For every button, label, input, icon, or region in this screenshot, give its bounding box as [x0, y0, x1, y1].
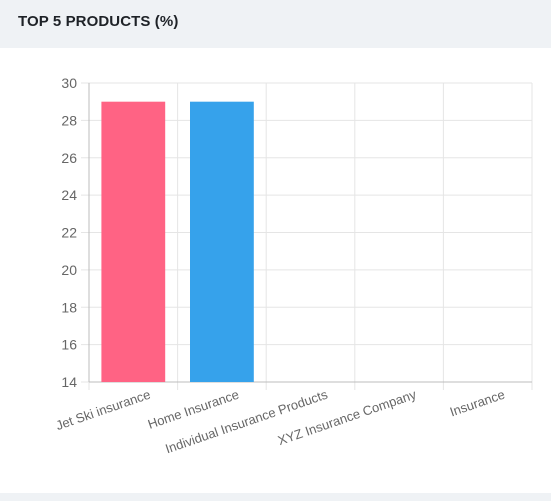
chart-title: TOP 5 PRODUCTS (%) [18, 13, 179, 30]
card-footer-strip [0, 493, 551, 501]
y-tick-label: 26 [61, 150, 77, 166]
y-tick-label: 24 [61, 187, 77, 203]
card-header: TOP 5 PRODUCTS (%) [0, 0, 551, 48]
x-tick-label: Insurance [448, 387, 507, 420]
bar-2[interactable] [190, 101, 254, 382]
x-tick-label: Jet Ski insurance [54, 387, 152, 433]
card-body [0, 48, 551, 493]
y-tick-label: 30 [61, 75, 77, 91]
y-tick-label: 20 [61, 262, 77, 278]
y-tick-label: 18 [61, 299, 77, 315]
y-tick-label: 22 [61, 225, 77, 241]
y-tick-label: 16 [61, 337, 77, 353]
bar-1[interactable] [101, 101, 166, 382]
y-tick-label: 14 [61, 374, 77, 390]
y-tick-label: 28 [61, 112, 77, 128]
x-tick-label: Individual Insurance Products [163, 386, 330, 456]
